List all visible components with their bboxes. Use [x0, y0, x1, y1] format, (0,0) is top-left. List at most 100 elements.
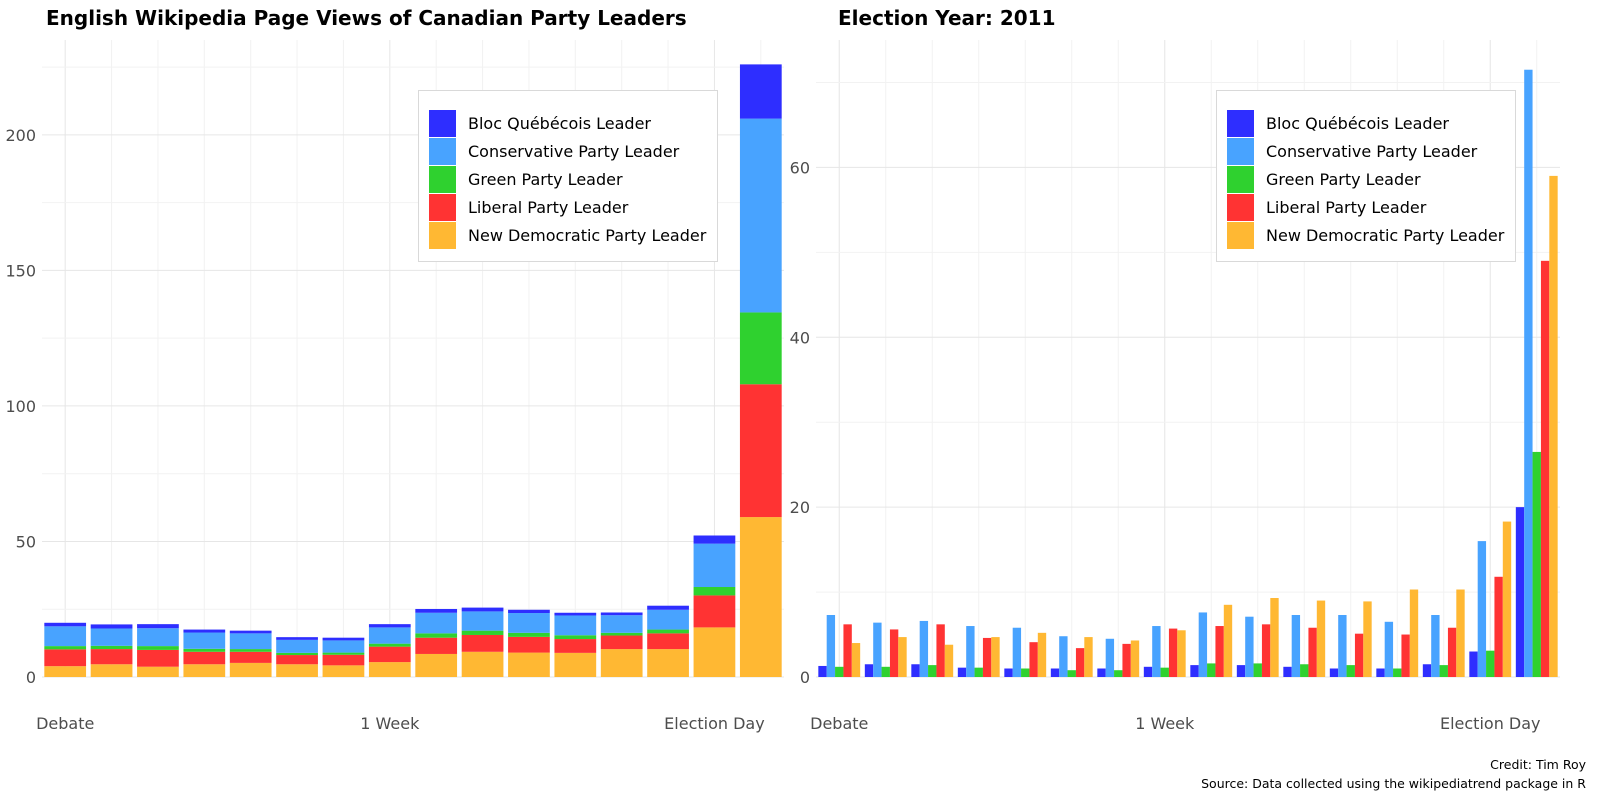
bar-conservative — [1524, 69, 1533, 677]
bar-segment-green — [461, 630, 504, 635]
bar-green — [1346, 665, 1355, 677]
bar-bloc — [911, 664, 920, 677]
bar-green — [1160, 667, 1169, 677]
bar-conservative — [966, 626, 975, 677]
bar-segment-ndp — [276, 664, 318, 677]
bar-segment-bloc — [415, 608, 458, 613]
bar-segment-bloc — [508, 609, 550, 614]
credit-text: Credit: Tim Roy — [1490, 757, 1586, 772]
legend-label-conservative: Conservative Party Leader — [468, 141, 680, 161]
bar-segment-ndp — [739, 517, 782, 677]
bar-segment-conservative — [368, 627, 411, 644]
y-tick-label: 0 — [26, 668, 36, 687]
legend-item-green: Green Party Leader — [429, 165, 623, 193]
bar-ndp — [851, 643, 861, 677]
bar-segment-green — [508, 632, 550, 637]
legend-item-bloc: Bloc Québécois Leader — [429, 109, 651, 137]
bar-segment-liberal — [229, 651, 272, 663]
bar-segment-bloc — [647, 605, 689, 610]
bar-bloc — [864, 664, 874, 677]
left-chart-title: English Wikipedia Page Views of Canadian… — [46, 6, 687, 30]
legend-key-conservative — [1227, 137, 1254, 165]
bar-segment-liberal — [322, 654, 365, 666]
bar-ndp — [1084, 637, 1093, 677]
bar-ndp — [1316, 600, 1326, 677]
bar-ndp — [1130, 640, 1140, 677]
bar-green — [881, 666, 890, 677]
bar-ndp — [1177, 630, 1186, 677]
bar-bloc — [957, 667, 967, 677]
bar-liberal — [1215, 626, 1224, 677]
bar-ndp — [1037, 632, 1047, 677]
bar-segment-liberal — [276, 655, 318, 665]
bar-conservative — [1431, 614, 1440, 677]
bar-segment-green — [90, 645, 133, 650]
bar-segment-conservative — [90, 628, 133, 646]
bar-segment-conservative — [647, 609, 689, 630]
bar-segment-liberal — [183, 651, 226, 665]
bar-segment-green — [322, 652, 365, 655]
x-tick-label: Debate — [810, 714, 868, 733]
legend-label-green: Green Party Leader — [468, 169, 623, 189]
legend-item-ndp: New Democratic Party Leader — [429, 221, 706, 249]
bar-bloc — [1283, 666, 1292, 677]
bar-segment-conservative — [44, 626, 87, 647]
bar-liberal — [1354, 633, 1364, 677]
bar-segment-ndp — [415, 653, 458, 677]
bar-segment-conservative — [322, 640, 365, 653]
bar-bloc — [1236, 665, 1246, 677]
bar-segment-green — [693, 587, 736, 596]
legend-item-conservative: Conservative Party Leader — [1227, 137, 1477, 165]
bar-segment-ndp — [693, 627, 736, 677]
bar-segment-green — [183, 648, 226, 652]
bar-ndp — [1223, 604, 1233, 677]
legend-label-ndp: New Democratic Party Leader — [468, 225, 707, 245]
bar-conservative — [919, 620, 929, 677]
bar-conservative — [826, 614, 836, 677]
bar-conservative — [1152, 626, 1161, 677]
bar-liberal — [889, 629, 899, 677]
y-tick-label: 150 — [5, 261, 36, 280]
bar-segment-green — [368, 643, 411, 647]
bar-segment-conservative — [739, 118, 782, 313]
legend-key-green — [1227, 165, 1254, 193]
legend-label-liberal: Liberal Party Leader — [468, 197, 629, 217]
bar-segment-conservative — [276, 639, 318, 653]
bar-ndp — [991, 637, 1000, 677]
legend-key-bloc — [1227, 109, 1254, 137]
bar-segment-liberal — [368, 646, 411, 663]
bar-bloc — [1143, 666, 1153, 677]
bar-liberal — [982, 637, 992, 677]
bar-segment-liberal — [508, 636, 550, 653]
bar-conservative — [1477, 541, 1487, 677]
legend-key-liberal — [429, 193, 456, 221]
bar-segment-liberal — [90, 649, 133, 665]
legend-key-green — [429, 165, 456, 193]
bar-segment-liberal — [554, 639, 597, 653]
x-tick-label: Debate — [36, 714, 94, 733]
bar-green — [1532, 451, 1541, 677]
bar-liberal — [1261, 624, 1271, 677]
bar-segment-green — [415, 633, 458, 638]
left-stacked-bar-chart: 0 50 100 150 200 Debate 1 Week Election Day — [5, 40, 784, 733]
bar-liberal — [1447, 627, 1457, 677]
bar-segment-conservative — [183, 632, 226, 649]
bar-segment-liberal — [44, 649, 87, 667]
legend-label-green: Green Party Leader — [1266, 169, 1421, 189]
bar-segment-bloc — [137, 624, 179, 629]
legend-item-bloc: Bloc Québécois Leader — [1227, 109, 1449, 137]
bar-segment-bloc — [368, 624, 411, 628]
bars — [44, 64, 782, 677]
bar-segment-liberal — [739, 384, 782, 518]
bar-green — [928, 665, 937, 677]
bar-ndp — [1270, 598, 1279, 677]
bar-ndp — [1409, 589, 1419, 677]
bar-segment-ndp — [600, 649, 643, 677]
bar-bloc — [818, 665, 827, 677]
bar-segment-bloc — [322, 637, 365, 641]
legend-label-liberal: Liberal Party Leader — [1266, 197, 1427, 217]
bar-conservative — [1059, 636, 1068, 677]
bar-liberal — [1168, 628, 1178, 677]
bar-segment-green — [647, 629, 689, 634]
bar-ndp — [1363, 601, 1372, 677]
